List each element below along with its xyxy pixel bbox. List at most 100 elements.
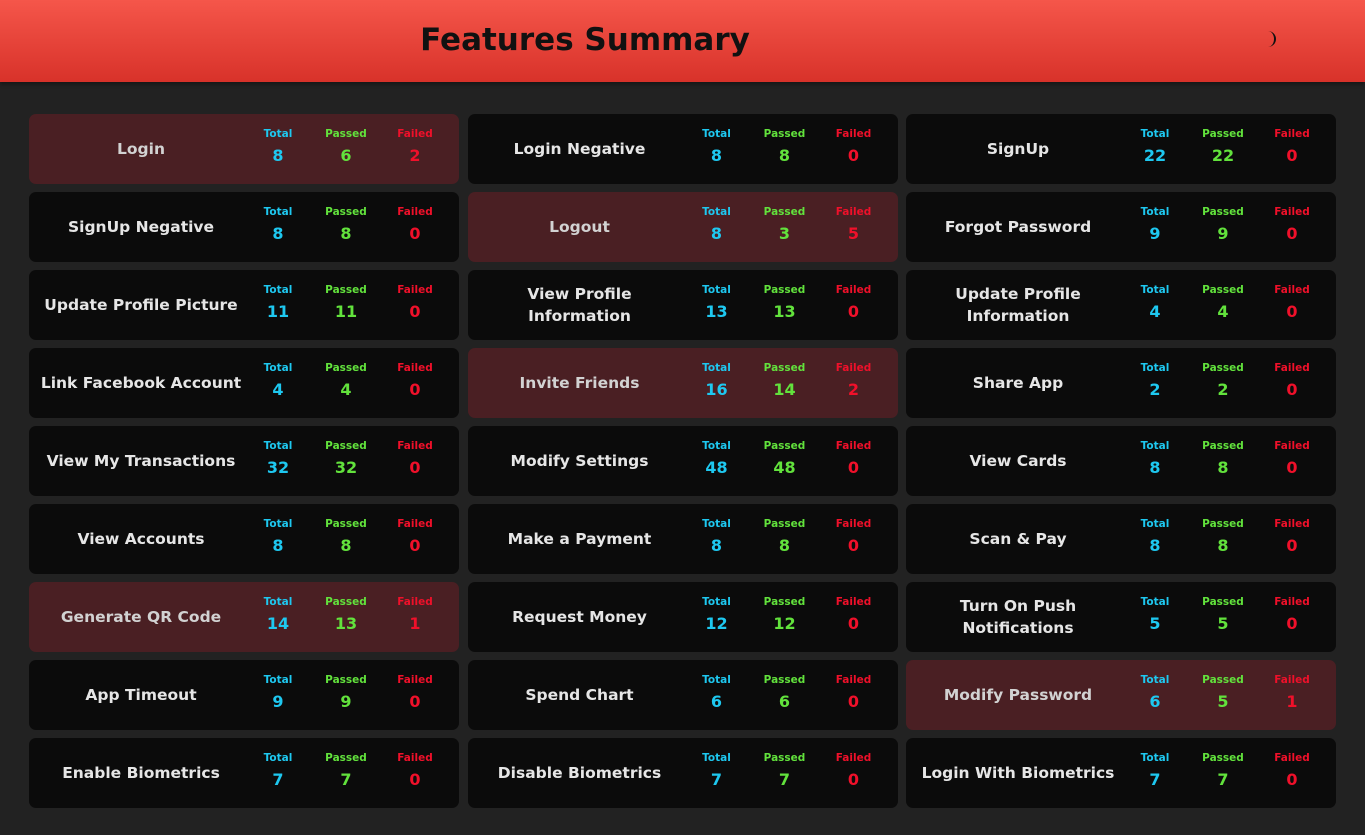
feature-card[interactable]: Modify Settings Total 48 Passed 48 Faile… xyxy=(467,426,898,496)
passed-label: Passed xyxy=(763,596,806,608)
feature-card[interactable]: Turn On Push Notifications Total 5 Passe… xyxy=(906,582,1336,652)
feature-name: Enable Biometrics xyxy=(62,764,220,782)
failed-stat: Failed 0 xyxy=(385,752,445,790)
feature-card[interactable]: Forgot Password Total 9 Passed 9 Failed … xyxy=(906,192,1336,262)
feature-name: Login xyxy=(117,140,165,158)
total-label: Total xyxy=(702,518,731,530)
passed-label: Passed xyxy=(325,440,367,452)
feature-card[interactable]: Login Negative Total 8 Passed 8 Failed 0 xyxy=(467,114,898,184)
passed-stat: Passed 11 xyxy=(316,284,376,322)
feature-name: Modify Settings xyxy=(510,452,649,470)
failed-value: 2 xyxy=(409,146,421,165)
failed-value: 2 xyxy=(847,380,860,399)
feature-card[interactable]: Login Total 8 Passed 6 Failed 2 xyxy=(29,114,459,184)
passed-label: Passed xyxy=(325,206,367,218)
passed-value: 6 xyxy=(778,692,791,711)
feature-card[interactable]: Modify Password Total 6 Passed 5 Failed … xyxy=(906,660,1336,730)
total-stat: Total 13 xyxy=(687,284,747,322)
total-label: Total xyxy=(263,362,293,374)
feature-card[interactable]: Request Money Total 12 Passed 12 Failed … xyxy=(467,582,898,652)
feature-card[interactable]: SignUp Total 22 Passed 22 Failed 0 xyxy=(906,114,1336,184)
failed-value: 1 xyxy=(409,614,421,633)
feature-card[interactable]: Share App Total 2 Passed 2 Failed 0 xyxy=(906,348,1336,418)
feature-card[interactable]: View Accounts Total 8 Passed 8 Failed 0 xyxy=(29,504,459,574)
feature-card[interactable]: Spend Chart Total 6 Passed 6 Failed 0 xyxy=(467,660,898,730)
failed-stat: Failed 0 xyxy=(824,128,884,166)
feature-card[interactable]: Generate QR Code Total 14 Passed 13 Fail… xyxy=(29,582,459,652)
failed-value: 0 xyxy=(847,146,860,165)
failed-label: Failed xyxy=(397,752,433,764)
failed-stat: Failed 0 xyxy=(1262,362,1322,400)
moon-icon[interactable] xyxy=(1256,26,1282,52)
failed-value: 0 xyxy=(1286,302,1298,321)
total-value: 9 xyxy=(1149,224,1161,243)
passed-stat: Passed 7 xyxy=(316,752,376,790)
total-value: 7 xyxy=(1149,770,1161,789)
passed-value: 5 xyxy=(1217,692,1229,711)
feature-card[interactable]: Update Profile Picture Total 11 Passed 1… xyxy=(29,270,459,340)
feature-card[interactable]: Logout Total 8 Passed 3 Failed 5 xyxy=(467,192,898,262)
total-stat: Total 5 xyxy=(1125,596,1185,634)
feature-card[interactable]: Invite Friends Total 16 Passed 14 Failed… xyxy=(467,348,898,418)
feature-name: App Timeout xyxy=(85,686,197,704)
failed-stat: Failed 2 xyxy=(385,128,445,166)
total-stat: Total 2 xyxy=(1125,362,1185,400)
passed-stat: Passed 8 xyxy=(755,128,815,166)
failed-value: 0 xyxy=(847,458,860,477)
total-stat: Total 22 xyxy=(1125,128,1185,166)
failed-stat: Failed 0 xyxy=(1262,596,1322,634)
feature-name: Modify Password xyxy=(943,686,1093,704)
total-label: Total xyxy=(1140,440,1170,452)
feature-card[interactable]: App Timeout Total 9 Passed 9 Failed 0 xyxy=(29,660,459,730)
feature-card[interactable]: Make a Payment Total 8 Passed 8 Failed 0 xyxy=(467,504,898,574)
total-value: 16 xyxy=(705,380,728,399)
feature-card[interactable]: SignUp Negative Total 8 Passed 8 Failed … xyxy=(29,192,459,262)
failed-label: Failed xyxy=(397,362,433,374)
passed-value: 8 xyxy=(778,536,791,555)
total-label: Total xyxy=(1140,128,1170,140)
failed-stat: Failed 0 xyxy=(824,674,884,712)
total-label: Total xyxy=(1140,362,1170,374)
page-title: Features Summary xyxy=(420,22,750,58)
passed-value: 8 xyxy=(778,146,791,165)
failed-value: 0 xyxy=(409,302,421,321)
feature-card[interactable]: Enable Biometrics Total 7 Passed 7 Faile… xyxy=(29,738,459,808)
total-value: 13 xyxy=(705,302,728,321)
feature-card[interactable]: View Profile Information Total 13 Passed… xyxy=(467,270,898,340)
failed-label: Failed xyxy=(1274,128,1310,140)
total-value: 4 xyxy=(1149,302,1161,321)
total-value: 11 xyxy=(266,302,290,321)
total-label: Total xyxy=(263,674,293,686)
passed-value: 8 xyxy=(340,536,352,555)
failed-stat: Failed 0 xyxy=(385,362,445,400)
feature-name: Logout xyxy=(549,218,610,236)
passed-label: Passed xyxy=(1202,440,1244,452)
page-header: Features Summary xyxy=(0,0,1365,82)
feature-name: SignUp xyxy=(986,140,1050,158)
total-value: 8 xyxy=(1149,536,1161,555)
total-stat: Total 32 xyxy=(248,440,308,478)
passed-stat: Passed 3 xyxy=(755,206,815,244)
feature-name: Request Money xyxy=(512,608,647,626)
total-value: 7 xyxy=(272,770,284,789)
feature-card[interactable]: Scan & Pay Total 8 Passed 8 Failed 0 xyxy=(906,504,1336,574)
passed-label: Passed xyxy=(763,128,806,140)
failed-stat: Failed 0 xyxy=(1262,440,1322,478)
feature-card[interactable]: Link Facebook Account Total 4 Passed 4 F… xyxy=(29,348,459,418)
feature-card[interactable]: Disable Biometrics Total 7 Passed 7 Fail… xyxy=(467,738,898,808)
feature-card[interactable]: View Cards Total 8 Passed 8 Failed 0 xyxy=(906,426,1336,496)
failed-value: 0 xyxy=(847,536,860,555)
passed-label: Passed xyxy=(1202,518,1244,530)
feature-name: Login Negative xyxy=(513,140,646,158)
feature-card[interactable]: Login With Biometrics Total 7 Passed 7 F… xyxy=(906,738,1336,808)
passed-stat: Passed 13 xyxy=(316,596,376,634)
passed-label: Passed xyxy=(763,518,806,530)
feature-card[interactable]: Update Profile Information Total 4 Passe… xyxy=(906,270,1336,340)
feature-name: Invite Friends xyxy=(519,374,640,392)
total-value: 8 xyxy=(710,146,723,165)
failed-stat: Failed 0 xyxy=(824,596,884,634)
failed-stat: Failed 0 xyxy=(1262,752,1322,790)
feature-card[interactable]: View My Transactions Total 32 Passed 32 … xyxy=(29,426,459,496)
passed-stat: Passed 6 xyxy=(316,128,376,166)
total-label: Total xyxy=(263,128,293,140)
